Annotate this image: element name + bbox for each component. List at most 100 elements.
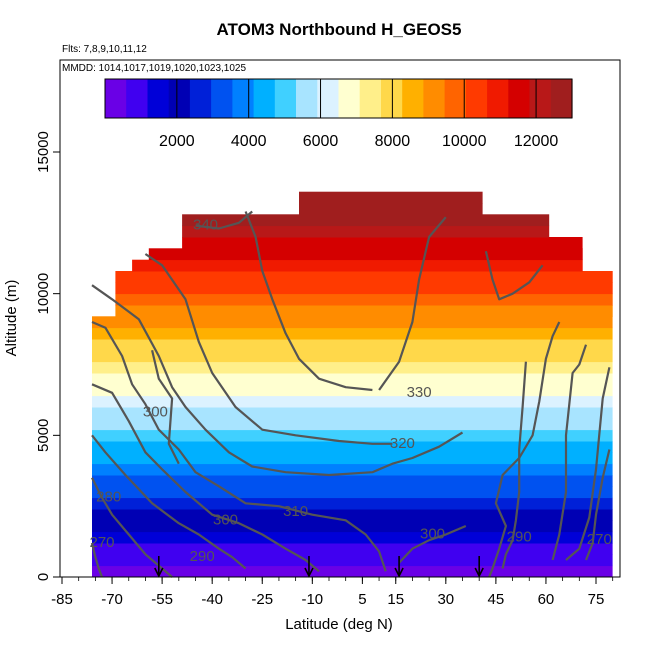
colorbar-swatch bbox=[274, 79, 297, 118]
x-tick-label: -40 bbox=[201, 591, 223, 608]
contour-line bbox=[144, 253, 393, 445]
flight-marker-head bbox=[474, 567, 484, 578]
x-axis: -85 -70 -55 -40 -25 -10 5 15 30 45 60 75 bbox=[51, 577, 614, 608]
contour-label: 300 bbox=[213, 511, 238, 528]
colorbar-swatch bbox=[359, 79, 382, 118]
heatmap-cell bbox=[92, 373, 613, 385]
heatmap-cell bbox=[182, 225, 550, 238]
colorbar-swatch bbox=[402, 79, 424, 118]
contour-lines bbox=[90, 210, 611, 578]
contour-label: 290 bbox=[507, 528, 532, 545]
y-tick-label: 5000 bbox=[35, 419, 52, 452]
contour-line bbox=[484, 250, 544, 301]
contour-label: 280 bbox=[96, 489, 121, 506]
x-tick-label: -70 bbox=[101, 591, 123, 608]
heatmap-cell bbox=[92, 350, 613, 363]
colorbar-swatch bbox=[211, 79, 233, 118]
flight-marker-head bbox=[304, 567, 314, 578]
heatmap-cell bbox=[92, 418, 613, 431]
colorbar-swatch bbox=[253, 79, 276, 118]
heatmap-cell bbox=[92, 565, 613, 578]
x-tick-label: 75 bbox=[588, 591, 605, 608]
colorbar-swatch bbox=[550, 79, 573, 118]
heatmap-cell bbox=[92, 486, 613, 499]
colorbar-swatch bbox=[465, 79, 488, 118]
x-tick-label: 45 bbox=[488, 591, 505, 608]
colorbar-tick-label: 4000 bbox=[231, 133, 267, 150]
heatmap-cell bbox=[92, 531, 613, 544]
colorbar-swatch bbox=[296, 79, 318, 118]
colorbar-tick-label: 2000 bbox=[159, 133, 195, 150]
x-tick-label: -55 bbox=[151, 591, 173, 608]
x-tick-label: -10 bbox=[301, 591, 323, 608]
flights-note: Flts: 7,8,9,10,11,12 bbox=[62, 44, 147, 55]
flight-markers bbox=[154, 556, 484, 578]
contour-line bbox=[398, 524, 467, 564]
heatmap-cell bbox=[92, 554, 613, 567]
heatmap-cell bbox=[115, 305, 613, 317]
contour-line bbox=[90, 542, 104, 578]
heatmap-cell bbox=[92, 316, 613, 329]
colorbar-tick-label: 6000 bbox=[303, 133, 339, 150]
y-tick-label: 10000 bbox=[35, 273, 52, 315]
contour-line bbox=[91, 383, 320, 573]
heatmap-cell bbox=[182, 237, 583, 249]
contour-line bbox=[488, 321, 561, 578]
heatmap-cell bbox=[299, 203, 483, 215]
colorbar-swatch bbox=[529, 79, 552, 118]
colorbar-swatch bbox=[487, 79, 509, 118]
contour-label: 270 bbox=[587, 531, 612, 548]
x-tick-label: 30 bbox=[437, 591, 454, 608]
x-axis-label: Latitude (deg N) bbox=[285, 616, 393, 633]
plot-frame bbox=[59, 59, 621, 578]
y-axis: 0 5000 10000 15000 bbox=[35, 131, 60, 581]
heatmap-cell bbox=[92, 361, 613, 374]
contour-line bbox=[501, 361, 527, 569]
contour-labels: 340 330 320 310 300 300 300 290 290 280 270 270 bbox=[89, 217, 611, 566]
colorbar-swatch bbox=[508, 79, 531, 118]
colorbar-swatch bbox=[105, 79, 127, 118]
heatmap-cell bbox=[115, 282, 613, 295]
colorbar-swatch bbox=[317, 79, 340, 118]
contour-label: 290 bbox=[190, 548, 215, 565]
heatmap-cell bbox=[92, 463, 613, 476]
colorbar-swatch bbox=[126, 79, 148, 118]
heatmap-cell bbox=[92, 407, 613, 419]
contour-label: 310 bbox=[283, 503, 308, 520]
heatmap-cell bbox=[92, 384, 613, 397]
dates-note: MMDD: 1014,1017,1019,1020,1023,1025 bbox=[62, 63, 246, 74]
heatmap-cell bbox=[92, 509, 613, 521]
heatmap-cell bbox=[92, 452, 613, 465]
contour-line bbox=[91, 434, 247, 570]
x-tick-label: -25 bbox=[251, 591, 273, 608]
contour-line bbox=[378, 216, 447, 391]
heatmap-cell bbox=[115, 271, 613, 283]
colorbar-frame bbox=[104, 78, 573, 119]
heatmap-cell bbox=[115, 293, 613, 306]
x-tick-label: 5 bbox=[358, 591, 366, 608]
heatmap-cell bbox=[92, 441, 613, 453]
colorbar-swatch bbox=[338, 79, 361, 118]
contour-label: 320 bbox=[390, 435, 415, 452]
contour-line bbox=[244, 211, 373, 392]
heatmap-cell bbox=[92, 475, 613, 487]
flight-marker-head bbox=[394, 567, 404, 578]
heatmap-cell bbox=[148, 248, 583, 261]
flight-marker-head bbox=[154, 567, 164, 578]
contour-label: 270 bbox=[89, 534, 114, 551]
contour-label: 340 bbox=[193, 217, 218, 234]
colorbar-swatch bbox=[232, 79, 255, 118]
x-tick-label: 60 bbox=[538, 591, 555, 608]
colorbar-swatch bbox=[189, 79, 212, 118]
colorbar-tick-label: 12000 bbox=[514, 133, 559, 150]
contour-line bbox=[551, 344, 588, 561]
chart-title: ATOM3 Northbound H_GEOS5 bbox=[217, 20, 462, 39]
colorbar-tick-label: 8000 bbox=[375, 133, 411, 150]
contour-line bbox=[584, 449, 611, 561]
contour-line bbox=[91, 284, 464, 477]
colorbar-tick-label: 10000 bbox=[442, 133, 487, 150]
contour-line bbox=[151, 350, 180, 465]
contour-label: 300 bbox=[420, 525, 445, 542]
y-axis-label: Altitude (m) bbox=[3, 280, 20, 357]
